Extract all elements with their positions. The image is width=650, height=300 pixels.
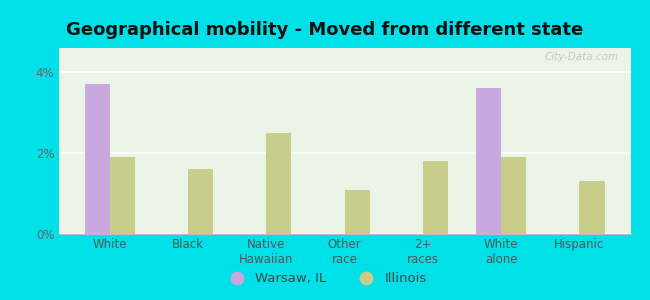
Text: City-Data.com: City-Data.com [545,52,619,62]
Bar [84,84,110,234]
Bar [422,161,448,234]
Bar [188,169,213,234]
Bar [344,190,370,234]
Bar [110,157,135,234]
Legend: Warsaw, IL, Illinois: Warsaw, IL, Illinois [218,267,432,290]
Text: Geographical mobility - Moved from different state: Geographical mobility - Moved from diffe… [66,21,584,39]
Bar [501,157,526,234]
Bar [579,182,604,234]
Bar [476,88,501,234]
Bar [266,133,291,234]
